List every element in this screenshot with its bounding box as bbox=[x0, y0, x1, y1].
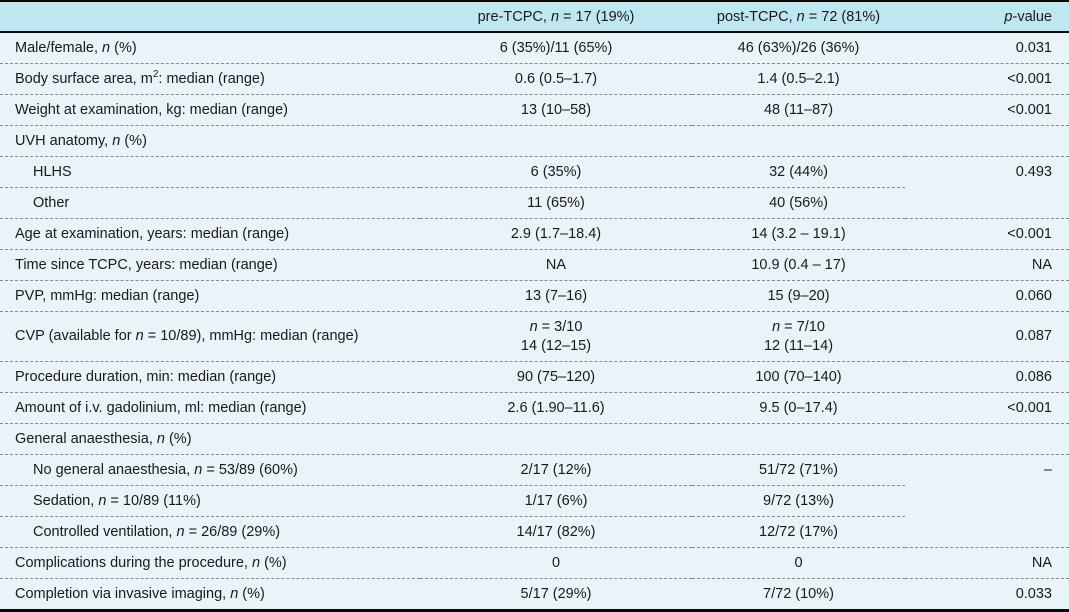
cell-p-value: 0.060 bbox=[905, 280, 1069, 312]
cell-label: General anaesthesia, n (%) bbox=[0, 423, 420, 455]
cell-label: PVP, mmHg: median (range) bbox=[0, 280, 420, 312]
cell-pre-tcpc: 0 bbox=[420, 547, 692, 579]
cell-label: Weight at examination, kg: median (range… bbox=[0, 94, 420, 126]
header-cell-pre-tcpc: pre-TCPC, n = 17 (19%) bbox=[420, 1, 692, 33]
cell-pre-tcpc: 2/17 (12%) bbox=[420, 454, 692, 486]
cell-pre-tcpc bbox=[420, 125, 692, 157]
cell-post-tcpc: 48 (11–87) bbox=[692, 94, 905, 126]
cell-p-value bbox=[905, 188, 1069, 219]
cell-label: Sedation, n = 10/89 (11%) bbox=[0, 485, 420, 517]
cell-p-value bbox=[905, 125, 1069, 157]
cell-pre-tcpc: 14/17 (82%) bbox=[420, 516, 692, 548]
cell-post-tcpc: 9.5 (0–17.4) bbox=[692, 392, 905, 424]
cell-p-value bbox=[905, 423, 1069, 455]
table-row: Male/female, n (%) 6 (35%)/11 (65%) 46 (63… bbox=[0, 32, 1069, 64]
table-row: Completion via invasive imaging, n (%) 5/… bbox=[0, 578, 1069, 611]
cell-post-tcpc: 7/72 (10%) bbox=[692, 578, 905, 611]
cell-label: Procedure duration, min: median (range) bbox=[0, 361, 420, 393]
cell-label: No general anaesthesia, n = 53/89 (60%) bbox=[0, 454, 420, 486]
cell-p-value: <0.001 bbox=[905, 218, 1069, 250]
cell-label: Other bbox=[0, 187, 420, 219]
cell-p-value: <0.001 bbox=[905, 94, 1069, 126]
cell-label: CVP (available for n = 10/89), mmHg: med… bbox=[0, 311, 420, 362]
cell-post-tcpc: 46 (63%)/26 (36%) bbox=[737, 39, 860, 56]
cell-label: Complications during the procedure, n (%… bbox=[0, 547, 420, 579]
cell-pre-tcpc: NA bbox=[420, 249, 692, 281]
cell-p-value: 0.087 bbox=[905, 311, 1069, 362]
cell-label: HLHS bbox=[0, 156, 420, 188]
header-cell-p-value: p-value bbox=[905, 1, 1069, 33]
cell-post-tcpc: 1.4 (0.5–2.1) bbox=[692, 63, 905, 95]
cell-p-value bbox=[905, 517, 1069, 548]
cell-pre-tcpc: 5/17 (29%) bbox=[420, 578, 692, 611]
table-row: Amount of i.v. gadolinium, ml: median (r… bbox=[0, 392, 1069, 424]
table-row: Time since TCPC, years: median (range) NA… bbox=[0, 249, 1069, 281]
cell-p-value: 0.493 bbox=[905, 156, 1069, 188]
cell-post-tcpc: 9/72 (13%) bbox=[692, 485, 905, 517]
cell-post-tcpc: 0 bbox=[692, 547, 905, 579]
cell-post-tcpc bbox=[692, 423, 905, 455]
cell-post-tcpc: 51/72 (71%) bbox=[692, 454, 905, 486]
table-row: Procedure duration, min: median (range) 9… bbox=[0, 361, 1069, 393]
cell-label: UVH anatomy, n (%) bbox=[0, 125, 420, 157]
header-cell-label bbox=[0, 1, 420, 33]
cell-post-tcpc: 40 (56%) bbox=[692, 187, 905, 219]
cell-pre-tcpc: 6 (35%)/11 (65%) bbox=[499, 39, 613, 56]
cell-pre-tcpc: 6 (35%) bbox=[420, 156, 692, 188]
cell-label: Completion via invasive imaging, n (%) bbox=[0, 578, 420, 611]
header-row: pre-TCPC, n = 17 (19%) post-TCPC, n = 72… bbox=[0, 1, 1069, 33]
header-cell-post-tcpc: post-TCPC, n = 72 (81%) bbox=[692, 1, 905, 33]
cell-pre-tcpc: 13 (10–58) bbox=[420, 94, 692, 126]
cell-label: Age at examination, years: median (range… bbox=[0, 218, 420, 250]
cell-label: Controlled ventilation, n = 26/89 (29%) bbox=[0, 516, 420, 548]
cell-p-value: 0.031 bbox=[1015, 39, 1052, 56]
group-header-row: UVH anatomy, n (%) bbox=[0, 125, 1069, 157]
cell-post-tcpc: 14 (3.2 – 19.1) bbox=[692, 218, 905, 250]
table-row: Controlled ventilation, n = 26/89 (29%) 1… bbox=[0, 516, 1069, 548]
cell-p-value: 0.086 bbox=[905, 361, 1069, 393]
table-body: Male/female, n (%) 6 (35%)/11 (65%) 46 (63… bbox=[0, 32, 1069, 611]
cell-pre-tcpc bbox=[420, 423, 692, 455]
cell-p-value: – bbox=[905, 454, 1069, 486]
cell-p-value: NA bbox=[905, 249, 1069, 281]
table-row: PVP, mmHg: median (range) 13 (7–16) 15 (9–… bbox=[0, 280, 1069, 312]
cell-pre-tcpc: 2.6 (1.90–11.6) bbox=[420, 392, 692, 424]
cell-label: Time since TCPC, years: median (range) bbox=[0, 249, 420, 281]
cell-pre-tcpc: 13 (7–16) bbox=[420, 280, 692, 312]
cell-p-value: 0.033 bbox=[905, 578, 1069, 611]
cell-pre-tcpc: n = 3/10 14 (12–15) bbox=[420, 311, 692, 362]
table-row: HLHS 6 (35%) 32 (44%) 0.493 bbox=[0, 156, 1069, 188]
table-row: Sedation, n = 10/89 (11%) 1/17 (6%) 9/72 (… bbox=[0, 485, 1069, 517]
cell-p-value bbox=[905, 486, 1069, 517]
cell-p-value: <0.001 bbox=[905, 392, 1069, 424]
table-row: No general anaesthesia, n = 53/89 (60%) 2… bbox=[0, 454, 1069, 486]
group-header-row: General anaesthesia, n (%) bbox=[0, 423, 1069, 455]
cell-p-value: NA bbox=[905, 547, 1069, 579]
cell-pre-tcpc: 1/17 (6%) bbox=[420, 485, 692, 517]
cell-pre-tcpc: 2.9 (1.7–18.4) bbox=[420, 218, 692, 250]
table-row: Age at examination, years: median (range… bbox=[0, 218, 1069, 250]
cell-label: Male/female, n (%) bbox=[15, 39, 137, 56]
table-header: pre-TCPC, n = 17 (19%) post-TCPC, n = 72… bbox=[0, 1, 1069, 33]
table-row: CVP (available for n = 10/89), mmHg: med… bbox=[0, 311, 1069, 362]
cell-post-tcpc bbox=[692, 125, 905, 157]
cell-label: Body surface area, m2: median (range) bbox=[0, 63, 420, 95]
cell-post-tcpc: 15 (9–20) bbox=[692, 280, 905, 312]
cell-post-tcpc: n = 7/10 12 (11–14) bbox=[692, 311, 905, 362]
cell-pre-tcpc: 90 (75–120) bbox=[420, 361, 692, 393]
table-row: Complications during the procedure, n (%… bbox=[0, 547, 1069, 579]
cell-pre-tcpc: 11 (65%) bbox=[420, 187, 692, 219]
table-row: Weight at examination, kg: median (range… bbox=[0, 94, 1069, 126]
cell-p-value: <0.001 bbox=[905, 63, 1069, 95]
cell-post-tcpc: 100 (70–140) bbox=[692, 361, 905, 393]
cell-label: Amount of i.v. gadolinium, ml: median (r… bbox=[0, 392, 420, 424]
cell-post-tcpc: 12/72 (17%) bbox=[692, 516, 905, 548]
cell-post-tcpc: 32 (44%) bbox=[692, 156, 905, 188]
table-row: Body surface area, m2: median (range) 0.6… bbox=[0, 63, 1069, 95]
cell-pre-tcpc: 0.6 (0.5–1.7) bbox=[420, 63, 692, 95]
table-row: Other 11 (65%) 40 (56%) bbox=[0, 187, 1069, 219]
cell-post-tcpc: 10.9 (0.4 – 17) bbox=[692, 249, 905, 281]
